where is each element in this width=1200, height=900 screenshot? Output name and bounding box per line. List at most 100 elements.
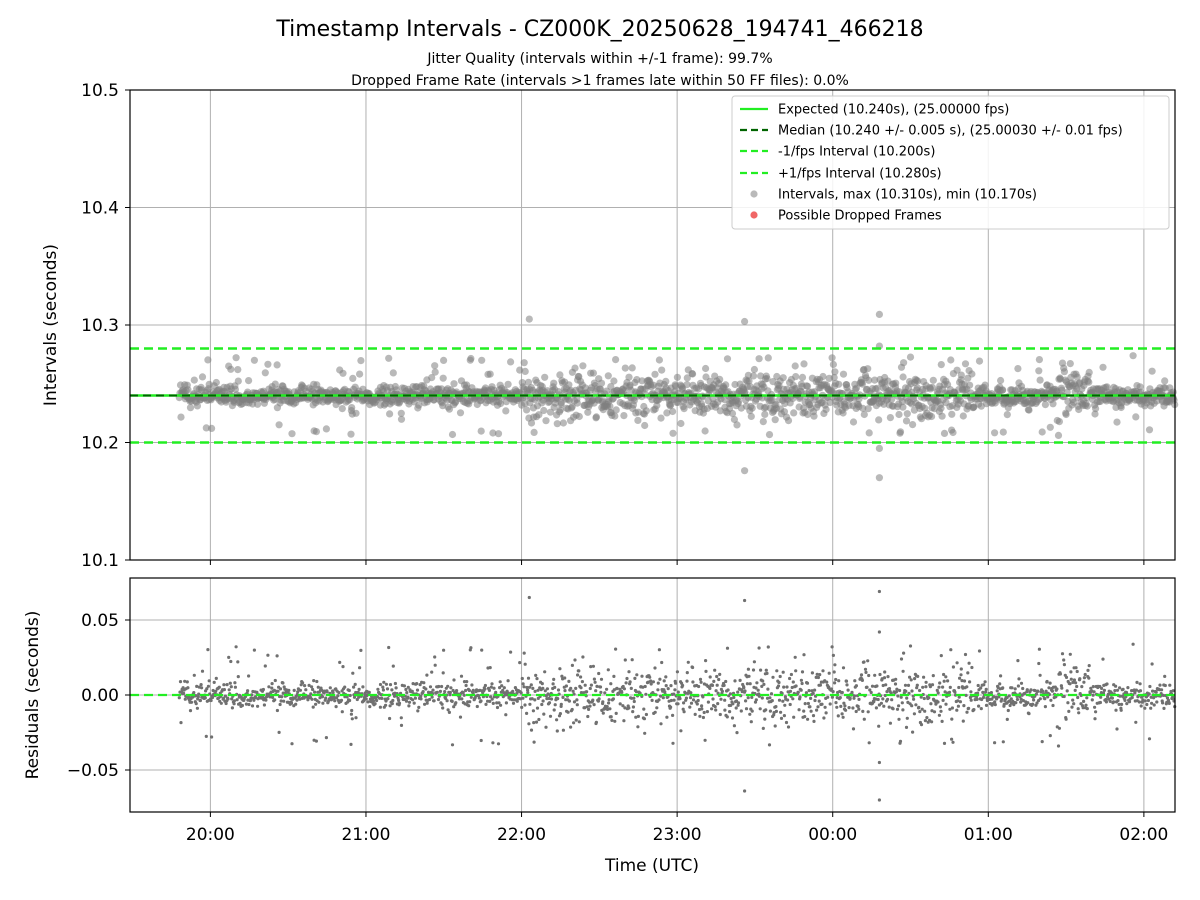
residual-point bbox=[770, 699, 774, 703]
interval-point bbox=[553, 420, 561, 428]
residual-point bbox=[314, 739, 318, 743]
residual-point bbox=[642, 717, 647, 721]
residual-point bbox=[924, 685, 928, 689]
residual-point bbox=[236, 660, 240, 664]
residual-point bbox=[632, 696, 636, 700]
residual-point bbox=[450, 743, 455, 747]
residual-point bbox=[866, 659, 870, 663]
interval-point bbox=[489, 429, 497, 437]
residual-point bbox=[347, 688, 351, 693]
residual-point bbox=[678, 697, 682, 701]
residual-point bbox=[230, 697, 234, 701]
interval-point bbox=[948, 410, 956, 418]
residual-point bbox=[529, 683, 533, 687]
x-tick-label: 00:00 bbox=[808, 825, 857, 845]
residual-point bbox=[197, 692, 201, 696]
residual-point bbox=[1134, 720, 1138, 724]
residual-point bbox=[532, 740, 536, 744]
interval-point bbox=[658, 366, 666, 374]
residual-point bbox=[766, 687, 770, 691]
residual-point bbox=[891, 707, 895, 711]
residual-point bbox=[660, 660, 664, 665]
residual-point bbox=[786, 698, 790, 702]
residual-point bbox=[229, 685, 233, 689]
residual-point bbox=[226, 697, 230, 701]
residual-point bbox=[861, 709, 865, 714]
interval-point bbox=[1062, 410, 1070, 419]
residual-point bbox=[781, 699, 785, 703]
residual-point bbox=[782, 685, 786, 689]
residual-point bbox=[311, 687, 315, 692]
residual-point bbox=[487, 688, 491, 693]
residual-point bbox=[1171, 689, 1175, 693]
residual-point bbox=[1133, 691, 1137, 695]
residual-point bbox=[270, 682, 274, 686]
residual-point bbox=[307, 683, 311, 688]
interval-point bbox=[929, 376, 937, 384]
residual-point bbox=[856, 704, 860, 709]
residual-point bbox=[850, 690, 854, 695]
chart-subtitle-dropped: Dropped Frame Rate (intervals >1 frames … bbox=[351, 73, 849, 89]
residual-point bbox=[977, 704, 981, 708]
residual-point bbox=[845, 683, 849, 687]
residual-point bbox=[440, 702, 444, 706]
residual-point bbox=[1076, 707, 1080, 711]
residual-point bbox=[511, 701, 516, 705]
interval-point bbox=[800, 360, 808, 368]
residual-point bbox=[749, 720, 753, 724]
residual-point bbox=[511, 689, 515, 693]
top-ytick-label: 10.2 bbox=[81, 434, 119, 454]
residual-point bbox=[993, 741, 997, 745]
interval-point bbox=[835, 380, 843, 388]
residual-point bbox=[1062, 694, 1066, 699]
residual-point bbox=[744, 699, 748, 703]
residual-point bbox=[715, 674, 719, 679]
interval-point bbox=[184, 386, 192, 394]
interval-point bbox=[521, 367, 529, 375]
residual-point bbox=[580, 680, 585, 684]
interval-point bbox=[535, 411, 543, 419]
residual-point bbox=[250, 704, 255, 708]
residual-point bbox=[868, 688, 872, 692]
interval-point bbox=[339, 369, 347, 377]
residual-point bbox=[783, 703, 787, 707]
residual-point bbox=[1019, 700, 1023, 704]
residual-point bbox=[467, 688, 471, 693]
residual-point bbox=[648, 675, 652, 679]
residual-point bbox=[569, 725, 573, 729]
residual-point bbox=[657, 698, 661, 702]
residual-point bbox=[1091, 685, 1095, 689]
interval-point bbox=[1036, 376, 1044, 384]
residual-point bbox=[873, 673, 877, 677]
interval-point bbox=[888, 395, 896, 403]
interval-point bbox=[1054, 431, 1063, 439]
bottom-ytick-label: 0.00 bbox=[81, 686, 119, 706]
residual-point bbox=[526, 688, 530, 692]
residual-point bbox=[803, 715, 807, 719]
residual-point bbox=[357, 695, 361, 699]
residual-point bbox=[722, 683, 726, 688]
residual-point bbox=[909, 678, 913, 682]
residual-point bbox=[419, 694, 423, 698]
residual-point bbox=[553, 703, 557, 707]
residual-point bbox=[504, 713, 508, 717]
interval-point bbox=[1132, 413, 1140, 421]
interval-point bbox=[212, 378, 220, 387]
residual-point bbox=[355, 697, 359, 702]
residual-point bbox=[464, 688, 468, 693]
residual-point bbox=[1037, 661, 1041, 666]
interval-point bbox=[245, 377, 253, 385]
interval-point bbox=[542, 417, 550, 425]
residual-point bbox=[583, 706, 587, 710]
residual-point bbox=[222, 696, 226, 700]
residual-point bbox=[518, 661, 522, 665]
residual-point bbox=[301, 681, 305, 685]
residual-point bbox=[960, 679, 964, 683]
residual-point bbox=[329, 698, 333, 702]
residual-point bbox=[874, 706, 879, 710]
residual-point bbox=[746, 667, 751, 671]
residual-point bbox=[412, 701, 416, 705]
residual-point bbox=[1139, 704, 1143, 708]
residual-point bbox=[1160, 688, 1164, 692]
residual-point bbox=[340, 710, 344, 714]
